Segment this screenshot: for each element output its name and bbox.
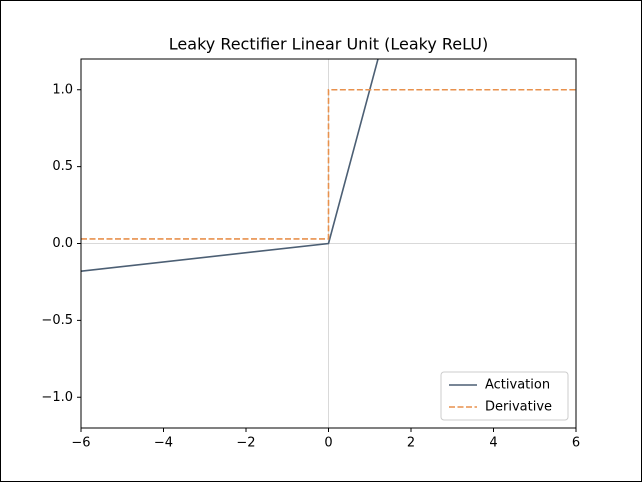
x-tick-label: −2	[236, 436, 255, 451]
y-tick-label: −0.5	[41, 313, 73, 328]
series-group	[81, 88, 576, 240]
y-tick-label: 0.5	[52, 159, 73, 174]
y-tick-label: 0.0	[52, 236, 73, 251]
legend-label: Activation	[485, 378, 550, 393]
x-tick-label: −4	[154, 436, 173, 451]
series-line	[81, 88, 576, 240]
series-group	[81, 59, 379, 272]
x-tick-label: 4	[489, 436, 497, 451]
x-tick-label: 0	[324, 436, 332, 451]
plot-border	[80, 58, 577, 429]
y-tick-label: −1.0	[41, 390, 73, 405]
legend-label: Derivative	[485, 400, 552, 415]
x-tick-label: 6	[572, 436, 580, 451]
legend-box	[440, 371, 569, 421]
chart-title: Leaky Rectifier Linear Unit (Leaky ReLU)	[169, 35, 488, 54]
x-tick-label: −6	[71, 436, 90, 451]
y-tick-label: 1.0	[52, 82, 73, 97]
series-line	[81, 59, 379, 272]
x-tick-label: 2	[407, 436, 415, 451]
